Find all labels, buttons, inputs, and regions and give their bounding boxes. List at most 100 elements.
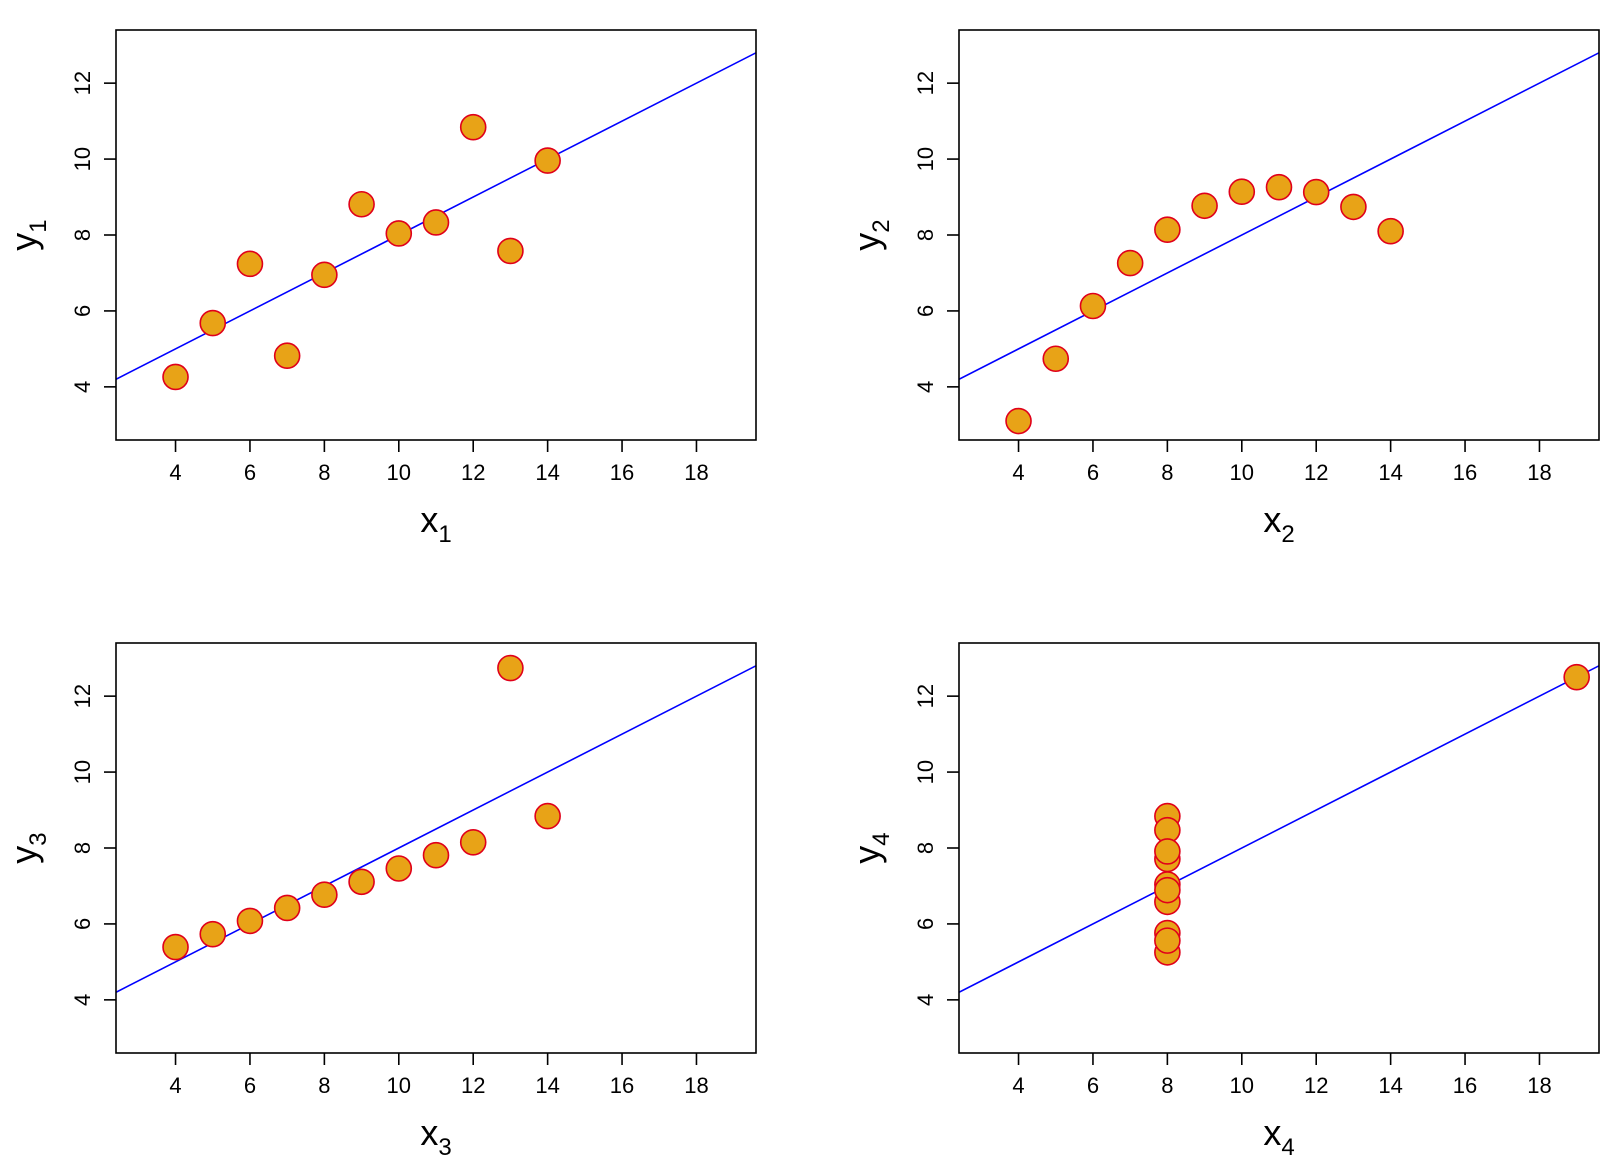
y-tick-label: 6 (70, 305, 95, 317)
x-tick-label: 18 (684, 460, 708, 485)
data-point (311, 881, 338, 908)
y-tick-label: 12 (70, 71, 95, 95)
scatter-panel-1: 4 6 8 10 12 14 16 18 4 6 8 10 12 x1 y1 (3, 29, 757, 548)
x-tick-label: 18 (684, 1073, 708, 1098)
x-tick-label: 10 (1230, 460, 1254, 485)
scatter-panel-4: 4 6 8 10 12 14 16 18 4 6 8 10 12 x4 y4 (846, 642, 1600, 1161)
x-tick-label: 16 (610, 460, 634, 485)
data-point (199, 309, 227, 337)
data-point (1340, 193, 1367, 221)
y-tick-label: 4 (70, 381, 95, 393)
x-tick-label: 10 (387, 1073, 411, 1098)
x-tick-label: 6 (244, 1073, 256, 1098)
y-tick-label: 6 (70, 918, 95, 930)
data-point (1042, 345, 1070, 373)
data-point (273, 894, 301, 922)
x-tick-label: 18 (1527, 460, 1551, 485)
y-tick-label: 10 (70, 147, 95, 171)
data-point (422, 841, 450, 869)
x-tick-label: 8 (1161, 460, 1173, 485)
data-point (1191, 192, 1218, 220)
data-point (459, 829, 487, 856)
data-point (1228, 178, 1256, 206)
data-point (534, 147, 561, 174)
x-tick-label: 6 (1087, 460, 1099, 485)
x-tick-label: 4 (1012, 1073, 1024, 1098)
x-tick-label: 6 (244, 460, 256, 485)
data-point (348, 190, 375, 218)
x-tick-label: 8 (1161, 1073, 1173, 1098)
x-tick-label: 16 (1453, 1073, 1477, 1098)
x-tick-label: 4 (169, 1073, 181, 1098)
data-point (385, 220, 413, 247)
regression-line (959, 665, 1599, 993)
data-point (1377, 217, 1404, 245)
y-tick-label: 6 (913, 918, 938, 930)
x-tick-label: 12 (1304, 1073, 1328, 1098)
y-axis-label: y2 (846, 219, 895, 250)
data-point (422, 209, 450, 236)
data-point (534, 802, 561, 830)
x-tick-label: 16 (610, 1073, 634, 1098)
y-tick-label: 12 (70, 684, 95, 708)
x-tick-label: 14 (1378, 460, 1402, 485)
x-tick-label: 14 (535, 1073, 559, 1098)
x-tick-label: 12 (1304, 460, 1328, 485)
x-tick-label: 18 (1527, 1073, 1551, 1098)
y-tick-label: 4 (913, 381, 938, 393)
x-tick-label: 6 (1087, 1073, 1099, 1098)
x-axis-label: x4 (1263, 1112, 1294, 1161)
data-point (311, 261, 338, 289)
y-tick-label: 6 (913, 305, 938, 317)
data-point (497, 237, 524, 265)
data-point (199, 920, 227, 948)
data-point (236, 250, 264, 278)
data-point (497, 654, 524, 682)
scatter-panel-3: 4 6 8 10 12 14 16 18 4 6 8 10 12 x3 y3 (3, 642, 757, 1161)
x-axis-label: x1 (420, 499, 451, 548)
x-tick-label: 8 (318, 1073, 330, 1098)
x-tick-label: 8 (318, 460, 330, 485)
y-tick-label: 12 (913, 71, 938, 95)
y-axis-label: y1 (3, 219, 52, 250)
x-axis-label: x3 (420, 1112, 451, 1161)
x-tick-label: 14 (535, 460, 559, 485)
data-point (273, 342, 301, 370)
x-tick-label: 10 (387, 460, 411, 485)
data-point (1005, 407, 1032, 435)
scatter-panel-2: 4 6 8 10 12 14 16 18 4 6 8 10 12 x2 y2 (846, 29, 1600, 548)
x-tick-label: 12 (461, 1073, 485, 1098)
y-tick-label: 8 (913, 842, 938, 854)
data-point (348, 868, 375, 896)
x-tick-label: 10 (1230, 1073, 1254, 1098)
y-tick-label: 8 (70, 842, 95, 854)
x-tick-label: 14 (1378, 1073, 1402, 1098)
y-tick-label: 8 (70, 229, 95, 241)
data-point (385, 855, 413, 882)
y-tick-label: 10 (913, 760, 938, 784)
data-point (1154, 876, 1181, 904)
data-point (1116, 249, 1144, 277)
x-tick-label: 4 (1012, 460, 1024, 485)
y-axis-label: y4 (846, 832, 895, 863)
y-tick-label: 4 (70, 994, 95, 1006)
x-tick-label: 12 (461, 460, 485, 485)
y-tick-label: 12 (913, 684, 938, 708)
y-tick-label: 10 (70, 760, 95, 784)
data-point (1154, 216, 1181, 243)
data-point (1154, 927, 1181, 954)
data-point (1563, 663, 1590, 691)
data-point (162, 363, 189, 391)
data-point (1302, 178, 1330, 206)
x-tick-label: 4 (169, 460, 181, 485)
plot-frame (958, 29, 1600, 441)
y-tick-label: 10 (913, 147, 938, 171)
data-point (1079, 292, 1107, 320)
y-tick-label: 4 (913, 994, 938, 1006)
x-tick-label: 16 (1453, 460, 1477, 485)
data-point (236, 907, 264, 935)
data-point (162, 933, 189, 961)
y-tick-label: 8 (913, 229, 938, 241)
regression-line (959, 52, 1599, 380)
